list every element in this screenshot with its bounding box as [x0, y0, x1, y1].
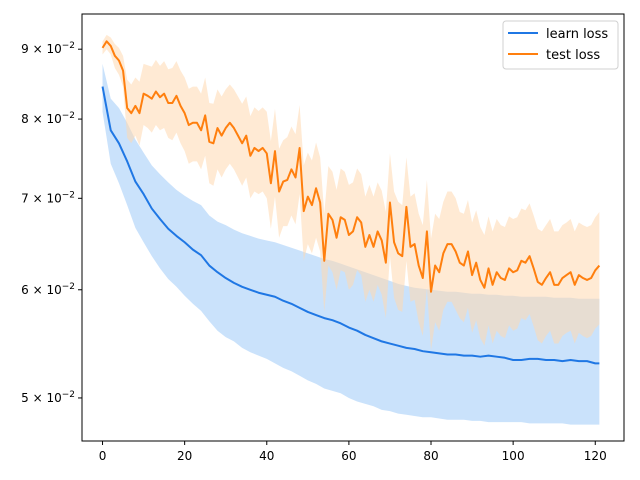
band-learn-loss — [102, 63, 600, 425]
x-axis: 0 20 40 60 80 100 120 — [99, 441, 607, 463]
plot-frame — [81, 13, 625, 442]
x-tick-label: 120 — [584, 449, 607, 463]
x-tick-label: 20 — [177, 449, 192, 463]
y-axis: 5 × 10−2 6 × 10−2 7 × 10−2 8 × 10−2 9 × 10−2 — [21, 41, 82, 405]
legend-label-learn-loss: learn loss — [546, 27, 608, 42]
x-tick-label: 40 — [259, 449, 274, 463]
y-tick-label: 5 × 10−2 — [21, 390, 75, 405]
x-tick-label: 0 — [99, 449, 107, 463]
line-test-loss — [101, 40, 601, 293]
series-lines — [101, 40, 601, 365]
x-tick-label: 100 — [502, 449, 525, 463]
band-test-loss — [102, 34, 600, 351]
line-learn-loss — [101, 86, 600, 365]
x-tick-label: 80 — [423, 449, 438, 463]
confidence-bands — [102, 34, 600, 425]
y-tick-label: 9 × 10−2 — [21, 41, 75, 56]
x-tick-label: 60 — [341, 449, 356, 463]
legend: learn loss test loss — [502, 20, 619, 70]
y-tick-label: 8 × 10−2 — [21, 111, 75, 126]
y-tick-label: 7 × 10−2 — [21, 190, 75, 205]
legend-label-test-loss: test loss — [546, 48, 600, 63]
y-tick-label: 6 × 10−2 — [21, 282, 75, 297]
